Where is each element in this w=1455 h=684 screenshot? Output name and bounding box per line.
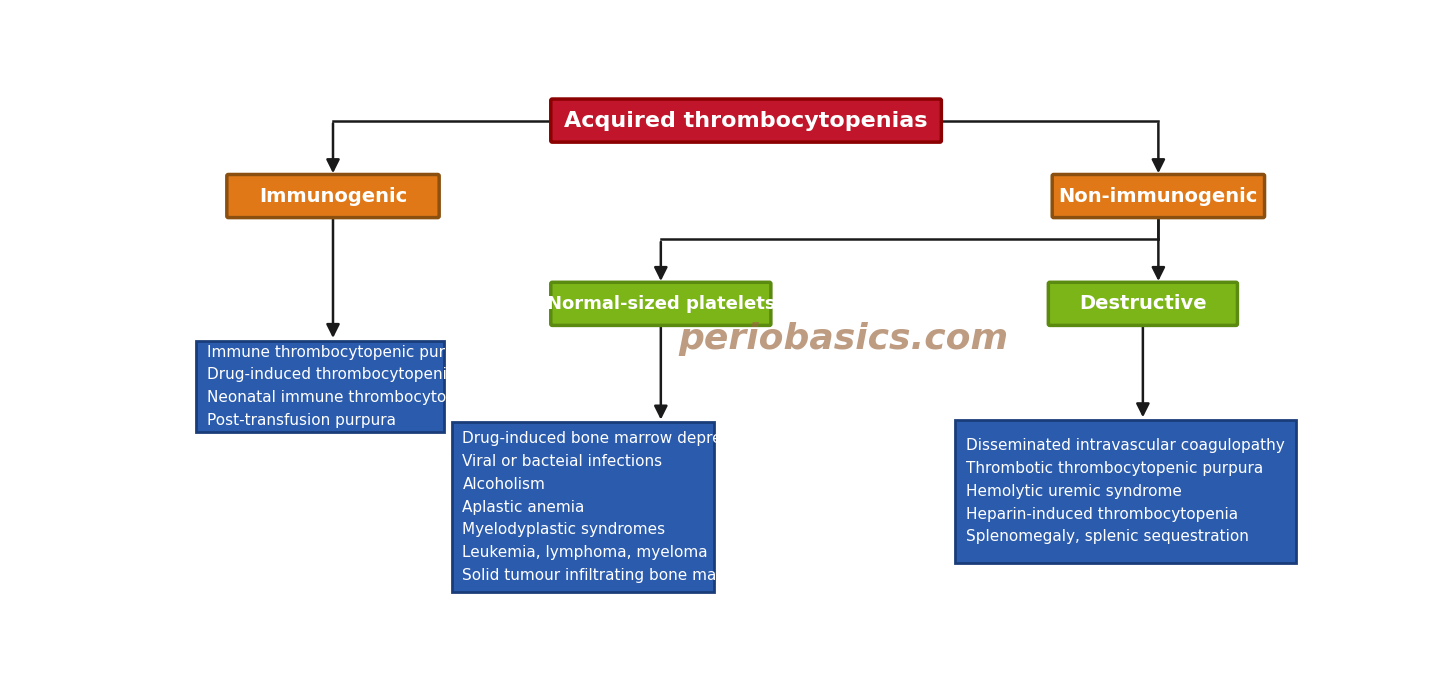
Text: Normal-sized platelets: Normal-sized platelets: [547, 295, 776, 313]
Text: Immunogenic: Immunogenic: [259, 187, 407, 205]
FancyBboxPatch shape: [451, 423, 713, 592]
Text: Acquired thrombocytopenias: Acquired thrombocytopenias: [565, 111, 928, 131]
Text: periobasics.com: periobasics.com: [678, 322, 1008, 356]
FancyBboxPatch shape: [227, 174, 439, 218]
Text: Non-immunogenic: Non-immunogenic: [1059, 187, 1259, 205]
Text: Drug-induced bone marrow depression
Viral or bacteial infections
Alcoholism
Apla: Drug-induced bone marrow depression Vira…: [463, 431, 761, 583]
FancyBboxPatch shape: [1052, 174, 1264, 218]
Text: Destructive: Destructive: [1080, 294, 1206, 313]
FancyBboxPatch shape: [551, 99, 941, 142]
FancyBboxPatch shape: [196, 341, 444, 432]
FancyBboxPatch shape: [956, 420, 1296, 562]
FancyBboxPatch shape: [1048, 282, 1237, 326]
FancyBboxPatch shape: [551, 282, 771, 326]
Text: Immune thrombocytopenic purpura
Drug-induced thrombocytopenia
Neonatal immune th: Immune thrombocytopenic purpura Drug-ind…: [207, 345, 489, 428]
Text: Disseminated intravascular coagulopathy
Thrombotic thrombocytopenic purpura
Hemo: Disseminated intravascular coagulopathy …: [966, 438, 1285, 544]
